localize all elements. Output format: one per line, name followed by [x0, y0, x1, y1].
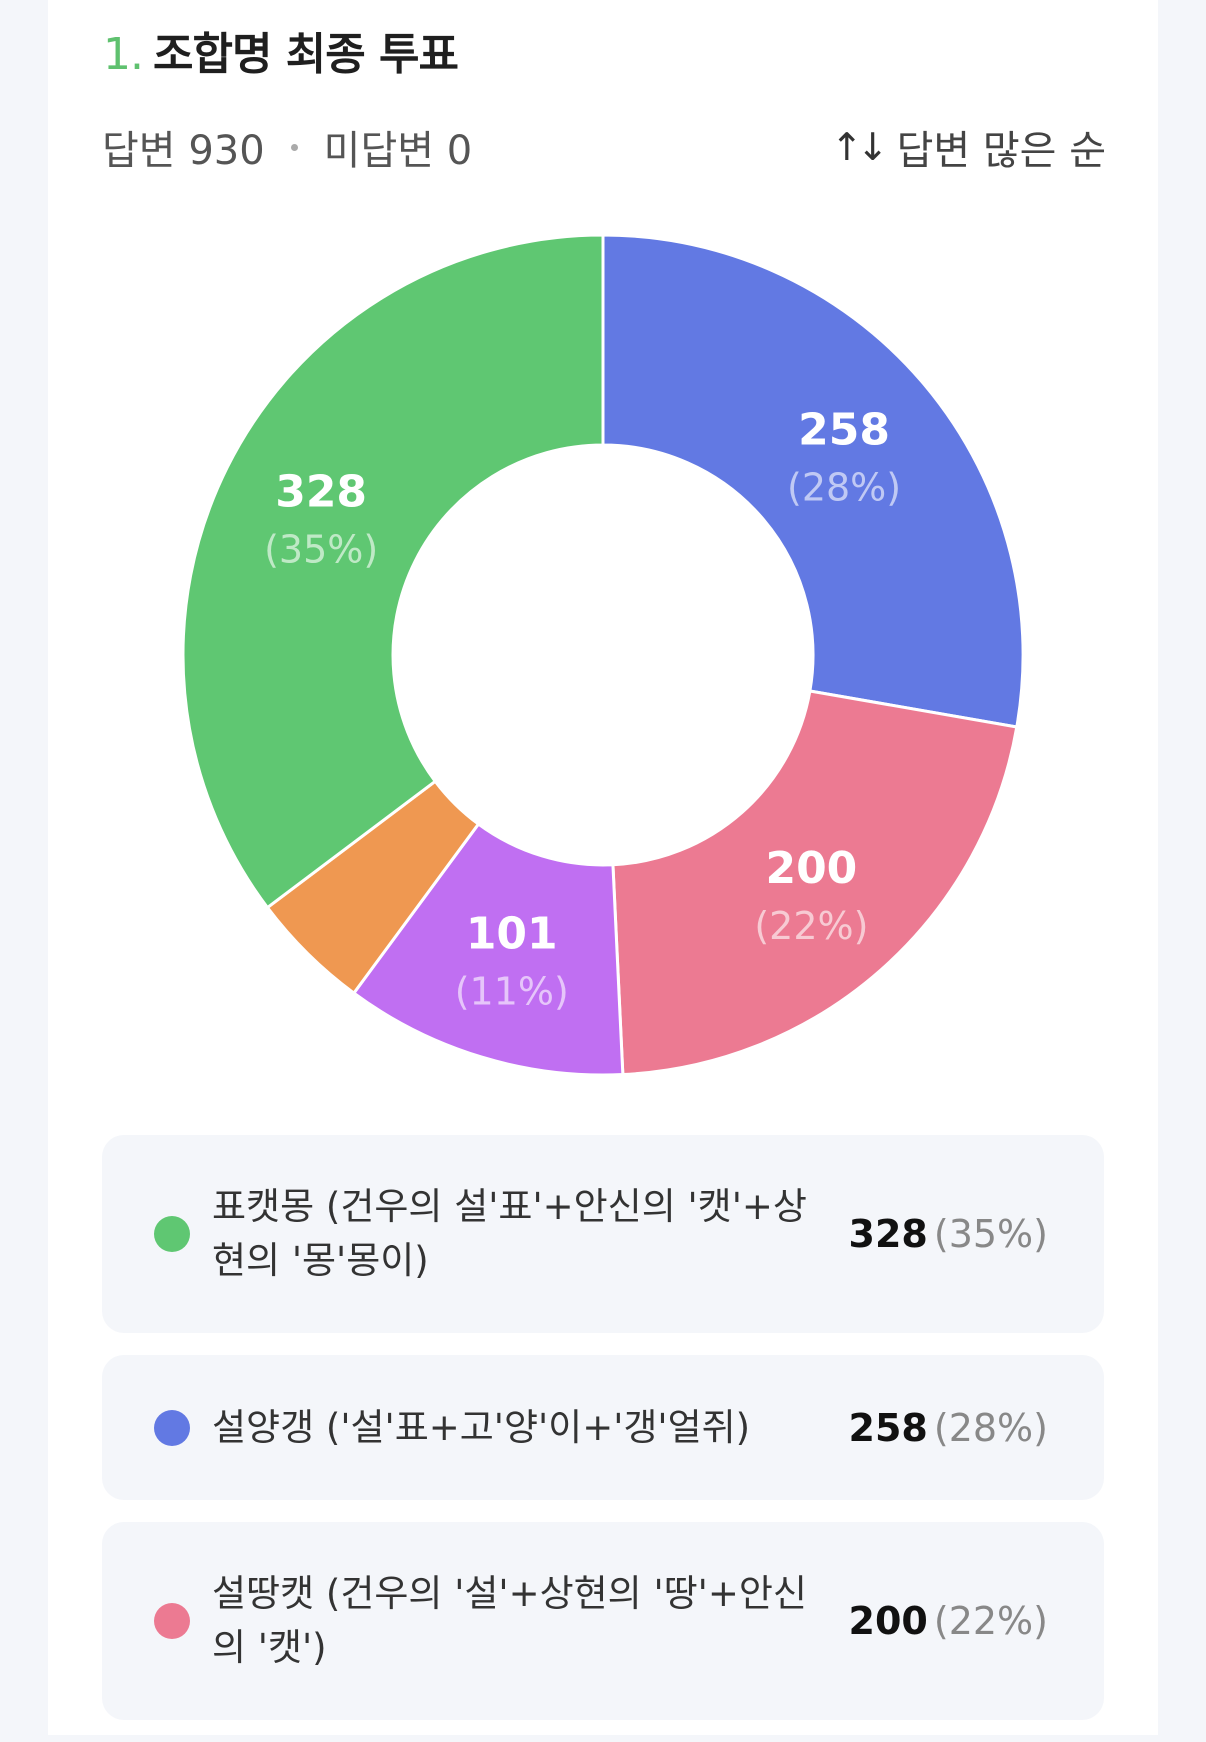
donut-slice[interactable]: [351, 821, 625, 1077]
answered-count: 답변 930: [102, 128, 265, 174]
legend-swatch: [154, 1409, 190, 1446]
legend-count: 258: [848, 1405, 928, 1450]
slice-value-label: 258: [798, 404, 890, 455]
donut-chart: 258 (28%) 200 (22%) 101 (11%) 328 (35%): [48, 200, 1158, 1100]
legend-percent: (35%): [933, 1212, 1048, 1256]
slice-percent-label: (22%): [754, 904, 868, 948]
legend-count: 328: [848, 1212, 928, 1256]
sort-label: 답변 많은 순: [896, 128, 1106, 174]
legend-value: 200 (22%): [849, 1599, 1048, 1643]
legend-percent: (28%): [933, 1405, 1048, 1450]
poll-result-card: 1. 조합명 최종 투표 답변 930 미답변 0 ↑↓ 답변 많은 순 258(…: [48, 0, 1158, 1735]
legend-count: 200: [848, 1599, 928, 1643]
slice-percent-label: (28%): [787, 465, 901, 509]
legend-value: 328 (35%): [849, 1212, 1048, 1256]
question-text: 조합명 최종 투표: [152, 29, 459, 80]
question-title: 1. 조합명 최종 투표: [103, 18, 459, 82]
legend-item[interactable]: 표캣몽 (건우의 설'표'+안신의 '캣'+상현의 '몽'몽이) 328 (35%…: [102, 1135, 1104, 1333]
legend-swatch: [154, 1216, 190, 1252]
slice-value-label: 101: [466, 908, 558, 959]
donut-chart-svg: 258 (28%) 200 (22%) 101 (11%) 328 (35%): [181, 233, 1025, 1077]
donut-slice[interactable]: [181, 233, 605, 910]
sort-button[interactable]: ↑↓ 답변 많은 순: [831, 118, 1106, 176]
legend-list: 표캣몽 (건우의 설'표'+안신의 '캣'+상현의 '몽'몽이) 328 (35%…: [102, 1135, 1104, 1742]
answer-stats: 답변 930 미답변 0: [102, 118, 472, 176]
legend-label: 표캣몽 (건우의 설'표'+안신의 '캣'+상현의 '몽'몽이): [212, 1185, 807, 1282]
legend-value: 258 (28%): [849, 1406, 1048, 1450]
legend-item[interactable]: 설땅캣 (건우의 '설'+상현의 '땅'+안신의 '캣') 200 (22%): [102, 1522, 1104, 1720]
sort-arrows-icon: ↑↓: [830, 125, 889, 169]
legend-label: 설양갱 ('설'표+고'양'이+'갱'얼쥐): [212, 1405, 751, 1449]
question-number: 1.: [103, 29, 144, 80]
slice-percent-label: (11%): [455, 969, 569, 1013]
donut-slice[interactable]: [601, 233, 1025, 729]
slice-percent-label: (35%): [264, 527, 378, 571]
donut-slice[interactable]: [611, 689, 1019, 1077]
separator-dot: [290, 143, 298, 151]
slice-value-label: 200: [765, 843, 857, 894]
slice-value-label: 328: [275, 466, 367, 517]
legend-swatch: [154, 1603, 190, 1639]
legend-label: 설땅캣 (건우의 '설'+상현의 '땅'+안신의 '캣'): [212, 1572, 807, 1669]
unanswered-count: 미답변 0: [323, 128, 473, 174]
legend-percent: (22%): [933, 1599, 1048, 1643]
legend-item[interactable]: 설양갱 ('설'표+고'양'이+'갱'얼쥐) 258 (28%): [102, 1355, 1104, 1500]
